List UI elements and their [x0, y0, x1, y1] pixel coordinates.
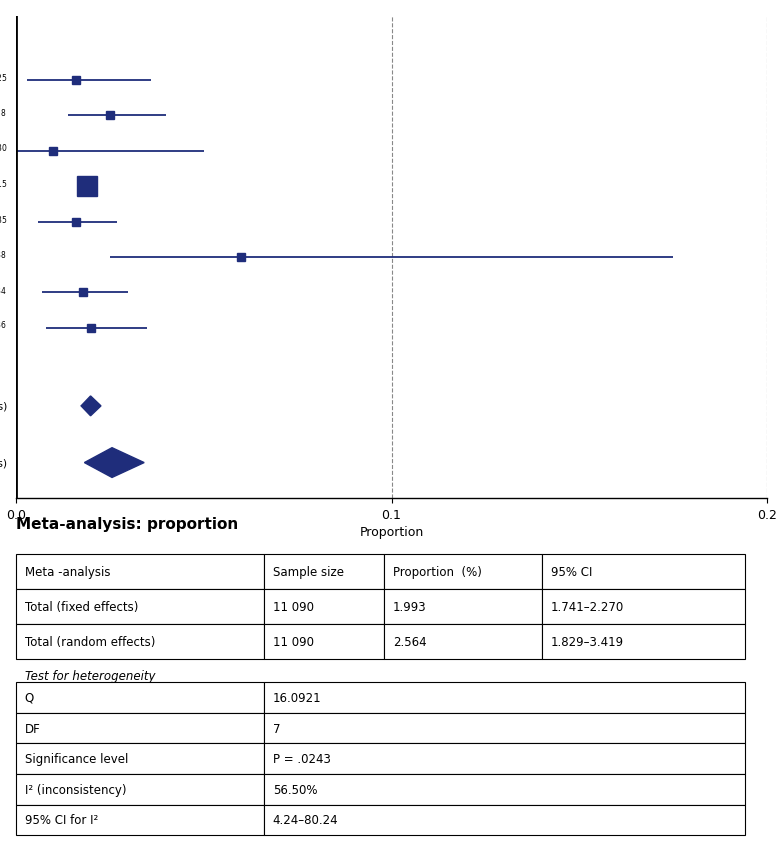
Bar: [16, 774, 264, 804]
Text: Proportion  (%): Proportion (%): [393, 566, 482, 579]
Bar: [264, 590, 384, 625]
Bar: [264, 804, 745, 835]
Text: 1.829–3.419: 1.829–3.419: [551, 635, 624, 648]
Text: 95% CI: 95% CI: [551, 566, 592, 579]
Text: Rakover et al 1997$^{35}$: Rakover et al 1997$^{35}$: [0, 214, 7, 231]
Text: Meta -analysis: Meta -analysis: [25, 566, 110, 579]
Text: 2.564: 2.564: [393, 635, 427, 648]
Bar: [384, 625, 542, 659]
Text: Sample size: Sample size: [272, 566, 344, 579]
Bar: [16, 625, 264, 659]
Text: 56.50%: 56.50%: [272, 783, 317, 796]
Text: 4.24–80.24: 4.24–80.24: [272, 814, 338, 826]
Text: Ahmad et al 2010$^{25}$: Ahmad et al 2010$^{25}$: [0, 72, 7, 89]
Polygon shape: [81, 396, 101, 417]
Text: DF: DF: [25, 722, 41, 734]
Bar: [16, 804, 264, 835]
Text: 16.0921: 16.0921: [272, 691, 321, 704]
Text: 95% CI for I²: 95% CI for I²: [25, 814, 98, 826]
Text: Total (random effects): Total (random effects): [0, 458, 7, 468]
Text: Wong et al 2007$^{36}$: Wong et al 2007$^{36}$: [0, 320, 7, 337]
Text: Total (fixed effects): Total (fixed effects): [25, 601, 138, 613]
Text: Total (fixed effects): Total (fixed effects): [0, 401, 7, 412]
Bar: [384, 590, 542, 625]
Bar: [264, 774, 745, 804]
Text: 11 090: 11 090: [272, 635, 314, 648]
Text: Shakeel et al 2012$^{38}$: Shakeel et al 2012$^{38}$: [0, 250, 7, 266]
Text: P = .0243: P = .0243: [272, 752, 330, 765]
Bar: [264, 744, 745, 774]
Bar: [542, 590, 745, 625]
Text: 7: 7: [272, 722, 280, 734]
Text: Perkins et al 2012$^{15}$: Perkins et al 2012$^{15}$: [0, 179, 7, 195]
Text: 11 090: 11 090: [272, 601, 314, 613]
Bar: [264, 625, 384, 659]
Bar: [264, 555, 384, 590]
Text: Test for heterogeneity: Test for heterogeneity: [25, 669, 155, 682]
Text: Total (random effects): Total (random effects): [25, 635, 155, 648]
Bar: [16, 682, 264, 713]
Bar: [264, 682, 745, 713]
Bar: [384, 555, 542, 590]
Text: 1.741–2.270: 1.741–2.270: [551, 601, 624, 613]
Text: Onotai and Lilly-Tariah 2013$^{30}$: Onotai and Lilly-Tariah 2013$^{30}$: [0, 142, 7, 161]
Polygon shape: [85, 448, 144, 478]
Bar: [542, 555, 745, 590]
X-axis label: Proportion: Proportion: [359, 526, 424, 538]
Bar: [16, 555, 264, 590]
Text: I² (inconsistency): I² (inconsistency): [25, 783, 126, 796]
Bar: [264, 713, 745, 744]
Text: Muninnobpamasa et  al 2012$^{28}$: Muninnobpamasa et al 2012$^{28}$: [0, 106, 7, 125]
Text: 1.993: 1.993: [393, 601, 427, 613]
Bar: [16, 744, 264, 774]
Text: Shott et al 1987$^{34}$: Shott et al 1987$^{34}$: [0, 285, 7, 302]
Text: Q: Q: [25, 691, 34, 704]
Bar: [16, 713, 264, 744]
Bar: [542, 625, 745, 659]
Bar: [16, 590, 264, 625]
Text: Significance level: Significance level: [25, 752, 128, 765]
Text: Meta-analysis: proportion: Meta-analysis: proportion: [16, 516, 238, 531]
